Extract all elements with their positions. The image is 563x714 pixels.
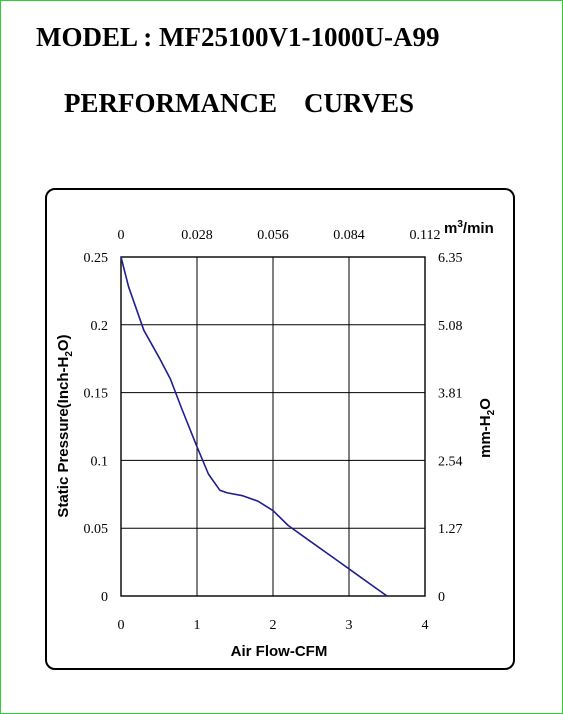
x-axis-label: Air Flow-CFM [231,643,328,660]
y2-axis-label: mm-H2O [477,398,497,458]
x2-tick-label: 0.028 [181,228,213,243]
y-tick-label: 0.1 [91,454,109,469]
x2-tick-label: 0.112 [410,228,441,243]
y-axis-label: Static Pressure(Inch-H2O) [55,334,75,517]
y2-tick-label: 2.54 [438,454,463,469]
x-tick-label: 0 [118,618,125,633]
x2-tick-label: 0.084 [333,228,365,243]
chart-border [45,188,515,670]
x-tick-label: 1 [194,618,201,633]
x2-axis-label: m3/min [444,219,494,237]
y2-tick-label: 3.81 [438,387,463,402]
performance-curves-title: PERFORMANCE CURVES [64,88,415,118]
x2-tick-label: 0.056 [257,228,289,243]
y-tick-label: 0 [101,590,108,605]
model-title: MODEL : MF25100V1-1000U-A99 [36,22,440,52]
x-tick-label: 2 [270,618,277,633]
y-tick-label: 0.2 [91,319,109,334]
y-tick-label: 0.25 [84,251,109,266]
y2-tick-label: 5.08 [438,319,463,334]
y2-tick-label: 6.35 [438,251,463,266]
x-tick-label: 3 [346,618,353,633]
x2-tick-label: 0 [118,228,125,243]
y-tick-label: 0.15 [84,387,109,402]
x-tick-label: 4 [422,618,429,633]
y2-tick-label: 1.27 [438,522,463,537]
y-tick-label: 0.05 [84,522,109,537]
pressure-curve-line [120,256,388,597]
y2-tick-label: 0 [438,590,445,605]
